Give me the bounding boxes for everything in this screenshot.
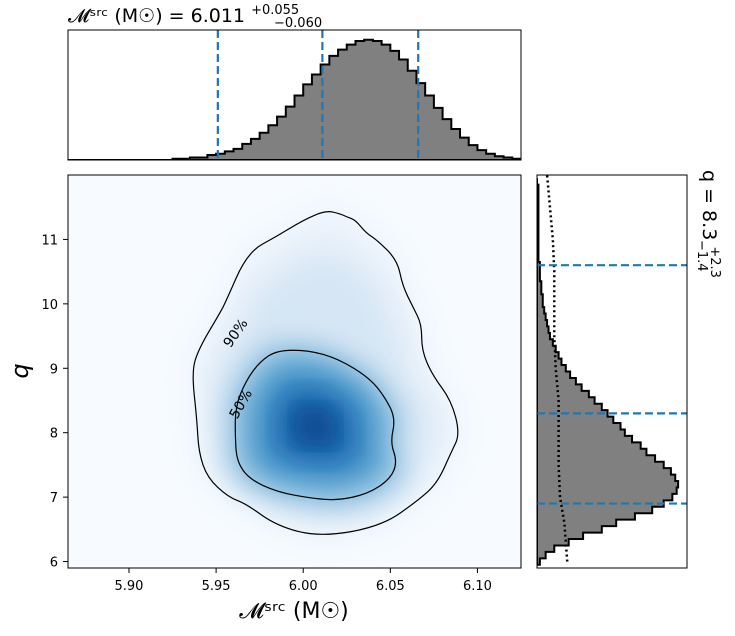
credible-contours (192, 211, 459, 535)
right-title: q = 8.3 +2.3 −1.4 (694, 170, 722, 278)
top-quantile-lines (216, 30, 420, 160)
top-title: 𝓜ˢʳᶜ (M☉) = 6.011 +0.055 (68, 3, 299, 27)
top-marginal-panel (67, 29, 522, 161)
top-histogram-bars (68, 38, 521, 160)
x-tick-label-2: 6.00 (289, 579, 318, 594)
joint-panel-frame (67, 174, 522, 569)
y-tick-label-3: 9 (50, 362, 58, 377)
right-title-sup: +2.3 (707, 246, 722, 278)
x-axis-ticks: 5.90 5.95 6.00 6.05 6.10 (115, 568, 492, 594)
density-layer-core (295, 407, 336, 445)
svg-text:q = 8.3 +2.3: q = 8.3 +2.3 (698, 170, 722, 278)
top-title-main: 𝓜ˢʳᶜ (M☉) = 6.011 (68, 5, 245, 27)
right-quantile-lines (537, 264, 687, 505)
right-marginal-panel (536, 174, 688, 569)
y-axis-ticks: 6 7 8 9 10 11 (41, 233, 68, 571)
x-tick-label-3: 6.05 (376, 579, 405, 594)
x-axis-label: 𝓜ˢʳᶜ (M☉) (239, 599, 349, 624)
y-tick-label-0: 6 (50, 556, 58, 571)
x-tick-label-0: 5.90 (115, 579, 144, 594)
right-title-sub: −1.4 (694, 240, 709, 272)
y-tick-label-1: 7 (50, 491, 58, 506)
y-tick-label-4: 10 (41, 298, 58, 313)
top-title-sup: +0.055 (251, 3, 299, 18)
y-axis-label: q (6, 363, 34, 378)
x-tick-label-1: 5.95 (202, 579, 231, 594)
top-title-sub: −0.060 (274, 16, 322, 31)
y-tick-label-5: 11 (41, 233, 58, 248)
density-heatmap (189, 206, 463, 540)
right-histogram-bars (537, 178, 680, 566)
y-tick-label-2: 8 (50, 427, 58, 442)
right-title-main: q = 8.3 (698, 170, 720, 240)
right-panel-frame (536, 174, 688, 569)
right-histogram (537, 178, 680, 566)
top-histogram (68, 38, 521, 160)
contour-90 (192, 211, 459, 535)
top-panel-frame (67, 29, 522, 161)
x-tick-label-4: 6.10 (463, 579, 492, 594)
contour-50 (234, 349, 397, 501)
